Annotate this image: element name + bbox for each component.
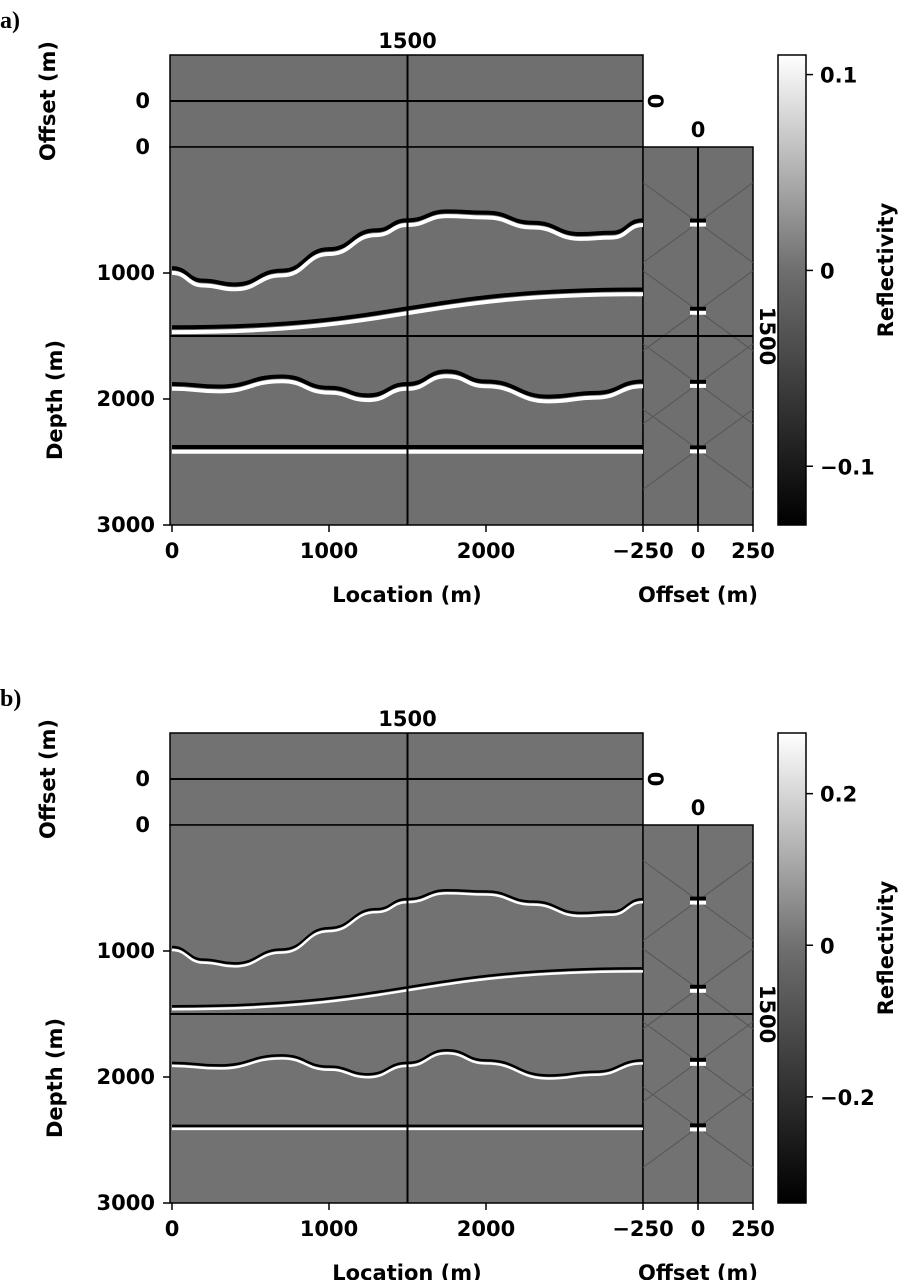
x-tick-label: 0: [165, 539, 180, 563]
gather-tick-label: 0: [691, 1217, 706, 1241]
y-tick-label: 1000: [97, 939, 155, 963]
gather-tick-label: −250: [612, 539, 673, 563]
x-tick-label: 2000: [457, 1217, 515, 1241]
depth-zero-label: 0: [135, 135, 150, 159]
colorbar-label: Reflectivity: [874, 202, 898, 337]
colorbar: [777, 732, 807, 1204]
gather-top-label: 0: [691, 796, 706, 820]
offset-zero-right-label: 0: [643, 94, 667, 109]
panel-label: b): [0, 686, 21, 712]
colorbar-tick-label: 0.1: [820, 64, 857, 88]
gather-tick-label: 250: [731, 1217, 775, 1241]
colorbar-tick-label: −0.2: [820, 1086, 875, 1110]
crosshair-depth-label: 1500: [755, 985, 779, 1043]
offset-zero-right-label: 0: [643, 772, 667, 787]
gather-xlabel: Offset (m): [638, 1261, 758, 1280]
offset-zero-label: 0: [135, 89, 150, 113]
top-ylabel: Offset (m): [36, 41, 60, 161]
colorbar-label: Reflectivity: [874, 880, 898, 1015]
xlabel: Location (m): [332, 583, 481, 607]
x-tick-label: 1000: [300, 539, 358, 563]
top-ylabel: Offset (m): [36, 719, 60, 839]
xlabel: Location (m): [332, 1261, 481, 1280]
panel-label: a): [0, 8, 20, 34]
gather-xlabel: Offset (m): [638, 583, 758, 607]
ylabel: Depth (m): [43, 340, 67, 460]
panel-b: b) 1500 0 0 0 0 1500 Offset (m) Depth (m) Locatio…: [0, 686, 898, 1280]
colorbar-tick-label: 0: [820, 934, 835, 958]
colorbar-tick-label: 0.2: [820, 783, 857, 807]
x-tick-label: 2000: [457, 539, 515, 563]
y-tick-label: 1000: [97, 261, 155, 285]
gather-top-label: 0: [691, 118, 706, 142]
crosshair-location-label: 1500: [378, 29, 436, 53]
y-tick-label: 2000: [97, 1065, 155, 1089]
x-tick-label: 1000: [300, 1217, 358, 1241]
crosshair-location-label: 1500: [378, 707, 436, 731]
y-tick-label: 3000: [97, 1191, 155, 1215]
offset-zero-label: 0: [135, 767, 150, 791]
colorbar-tick-label: 0: [820, 259, 835, 283]
depth-zero-label: 0: [135, 813, 150, 837]
colorbar-tick-label: −0.1: [820, 455, 875, 479]
panel-a: a) 1500 0 0 0 0 1500 Offset (m) Depth (m) Locatio…: [0, 8, 898, 607]
x-tick-label: 0: [165, 1217, 180, 1241]
gather-tick-label: 0: [691, 539, 706, 563]
colorbar: [777, 54, 807, 526]
gather-tick-label: −250: [612, 1217, 673, 1241]
y-tick-label: 3000: [97, 513, 155, 537]
ylabel: Depth (m): [43, 1018, 67, 1138]
gather-tick-label: 250: [731, 539, 775, 563]
y-tick-label: 2000: [97, 387, 155, 411]
crosshair-depth-label: 1500: [755, 307, 779, 365]
